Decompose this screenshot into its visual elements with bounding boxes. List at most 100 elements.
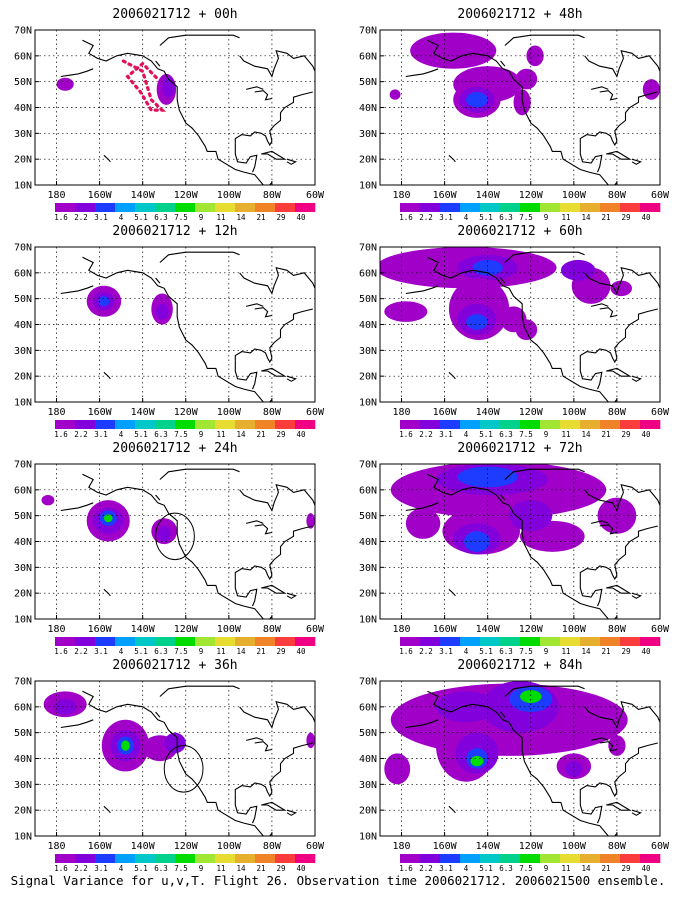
colorbar-label: 4 xyxy=(119,430,124,439)
coastline xyxy=(82,39,264,185)
variance-contour xyxy=(54,699,76,715)
colorbar-swatch xyxy=(500,203,521,212)
colorbar: 1.6 2.2 3.1 4 5.1 6.3 7.5 9 11 14 21 29 40 xyxy=(399,420,661,439)
lon-tick-label: 100W xyxy=(217,841,242,852)
lon-tick-label: 60W xyxy=(651,841,670,852)
colorbar-swatch xyxy=(400,854,421,863)
map-panel: 2006021712 + 48h 10N 20N 30N 40N 50N 60N 70N 180… xyxy=(359,7,670,222)
lat-tick-label: 50N xyxy=(359,294,377,305)
coastline xyxy=(427,256,609,402)
colorbar-swatch xyxy=(155,203,176,212)
figure-caption: Signal Variance for u,v,T. Flight 26. Ob… xyxy=(11,873,666,888)
colorbar-swatch xyxy=(275,420,296,429)
colorbar-label: 9 xyxy=(199,864,204,873)
variance-contour xyxy=(98,296,110,307)
lon-tick-label: 160W xyxy=(88,841,113,852)
lat-tick-label: 10N xyxy=(359,615,377,626)
colorbar-swatch xyxy=(420,854,441,863)
colorbar-swatch xyxy=(55,203,76,212)
coastline xyxy=(405,502,439,512)
colorbar-label: 4 xyxy=(119,647,124,656)
colorbar-swatch xyxy=(580,203,601,212)
colorbar-label: 40 xyxy=(641,430,651,439)
colorbar-swatch xyxy=(135,854,156,863)
colorbar-label: 5.1 xyxy=(134,864,148,873)
colorbar-swatch xyxy=(460,420,481,429)
plot-area xyxy=(35,247,315,402)
colorbar-swatch xyxy=(440,637,461,646)
coastline xyxy=(504,685,585,697)
coastline xyxy=(599,307,618,318)
colorbar-swatch xyxy=(95,637,116,646)
lat-tick-label: 30N xyxy=(359,780,377,791)
variance-contour xyxy=(384,753,411,785)
lat-tick-label: 10N xyxy=(14,181,32,192)
colorbar-swatch xyxy=(75,420,96,429)
coastline xyxy=(254,741,273,752)
coastline xyxy=(261,584,287,594)
coastline xyxy=(579,360,603,390)
colorbar-swatch xyxy=(480,420,501,429)
coastline xyxy=(245,303,264,307)
colorbar-label: 14 xyxy=(581,213,591,222)
colorbar-swatch xyxy=(195,203,216,212)
colorbar: 1.6 2.2 3.1 4 5.1 6.3 7.5 9 11 14 21 29 40 xyxy=(399,854,661,873)
coastline xyxy=(631,592,642,599)
lon-tick-label: 140W xyxy=(476,841,501,852)
coastline xyxy=(103,588,111,597)
lat-tick-label: 40N xyxy=(14,537,32,548)
coastline xyxy=(263,399,273,402)
lat-tick-label: 10N xyxy=(14,398,32,409)
colorbar-label: 29 xyxy=(621,864,630,873)
colorbar-label: 11 xyxy=(561,213,570,222)
colorbar-swatch xyxy=(640,854,661,863)
lon-tick-label: 120W xyxy=(174,407,199,418)
colorbar-swatch xyxy=(560,203,581,212)
colorbar-label: 3.1 xyxy=(94,213,108,222)
colorbar-label: 21 xyxy=(601,213,610,222)
colorbar-swatch xyxy=(520,420,541,429)
colorbar-label: 3.1 xyxy=(94,430,108,439)
variance-contour xyxy=(515,319,538,340)
colorbar-label: 11 xyxy=(216,430,225,439)
lon-tick-label: 140W xyxy=(476,407,501,418)
colorbar-label: 29 xyxy=(276,647,285,656)
colorbar-swatch xyxy=(620,420,641,429)
lat-tick-label: 10N xyxy=(359,398,377,409)
coastline xyxy=(631,375,642,382)
colorbar-swatch xyxy=(540,420,561,429)
colorbar-swatch xyxy=(520,854,541,863)
colorbar-swatch xyxy=(420,637,441,646)
colorbar-swatch xyxy=(440,854,461,863)
coastline xyxy=(263,182,273,185)
colorbar-label: 6.3 xyxy=(499,430,513,439)
coastline xyxy=(448,154,456,163)
colorbar-swatch xyxy=(600,203,621,212)
colorbar-swatch xyxy=(135,637,156,646)
lat-tick-label: 20N xyxy=(359,155,377,166)
lat-tick-label: 70N xyxy=(14,460,32,471)
lat-tick-label: 40N xyxy=(14,103,32,114)
coastline xyxy=(405,285,439,295)
lat-tick-label: 40N xyxy=(14,754,32,765)
coastline xyxy=(254,524,273,535)
colorbar-label: 4 xyxy=(119,864,124,873)
map-panel: 2006021712 + 12h 10N 20N 30N 40N 50N 60N 70N 180… xyxy=(14,224,325,439)
colorbar-swatch xyxy=(560,637,581,646)
colorbar-label: 40 xyxy=(641,647,651,656)
coastline xyxy=(261,801,287,811)
coastline xyxy=(608,399,618,402)
colorbar-label: 6.3 xyxy=(154,213,168,222)
colorbar-label: 1.6 xyxy=(54,864,68,873)
colorbar-label: 14 xyxy=(236,430,246,439)
coastline xyxy=(584,700,660,729)
lon-tick-label: 60W xyxy=(651,407,670,418)
colorbar-label: 29 xyxy=(276,213,285,222)
coastline xyxy=(608,833,618,836)
colorbar-swatch xyxy=(460,854,481,863)
colorbar-swatch xyxy=(500,637,521,646)
coastline xyxy=(579,525,658,581)
colorbar-label: 5.1 xyxy=(134,213,148,222)
panel-title: 2006021712 + 84h xyxy=(457,658,582,673)
colorbar-swatch xyxy=(175,854,196,863)
